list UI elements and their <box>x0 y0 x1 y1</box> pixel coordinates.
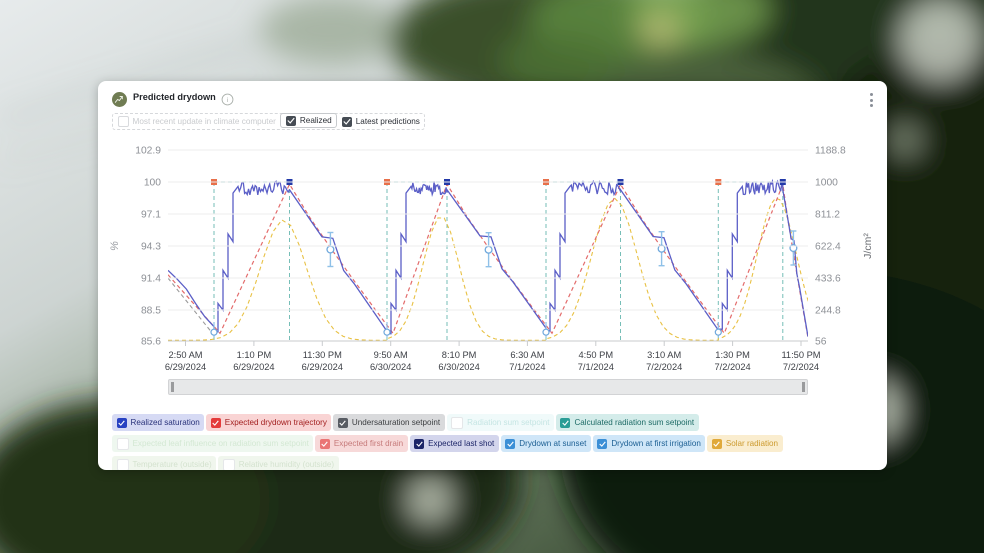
svg-text:1:10 PM: 1:10 PM <box>237 350 272 360</box>
svg-text:433.6: 433.6 <box>815 274 841 285</box>
svg-text:244.8: 244.8 <box>815 306 841 317</box>
svg-text:2:50 AM: 2:50 AM <box>168 350 202 360</box>
svg-text:7/2/2024: 7/2/2024 <box>783 362 819 372</box>
svg-text:91.4: 91.4 <box>141 274 161 285</box>
svg-text:7/2/2024: 7/2/2024 <box>646 362 682 372</box>
svg-text:1000: 1000 <box>815 178 838 189</box>
svg-text:88.5: 88.5 <box>141 306 161 317</box>
svg-text:11:50 PM: 11:50 PM <box>781 350 820 360</box>
svg-text:J/cm²: J/cm² <box>862 233 874 259</box>
svg-text:1:30 PM: 1:30 PM <box>715 350 750 360</box>
svg-text:6/29/2024: 6/29/2024 <box>302 362 343 372</box>
svg-text:7/1/2024: 7/1/2024 <box>509 362 545 372</box>
svg-text:100: 100 <box>144 178 161 189</box>
svg-text:56: 56 <box>815 337 827 348</box>
svg-text:94.3: 94.3 <box>141 242 161 253</box>
svg-text:9:50 AM: 9:50 AM <box>374 350 408 360</box>
svg-text:6/30/2024: 6/30/2024 <box>370 362 411 372</box>
svg-text:811.2: 811.2 <box>815 210 840 221</box>
svg-text:97.1: 97.1 <box>141 210 161 221</box>
svg-text:7/2/2024: 7/2/2024 <box>714 362 750 372</box>
svg-text:6/29/2024: 6/29/2024 <box>233 362 274 372</box>
svg-text:6/30/2024: 6/30/2024 <box>438 362 479 372</box>
svg-text:6:30 AM: 6:30 AM <box>510 350 544 360</box>
svg-text:3:10 AM: 3:10 AM <box>647 350 681 360</box>
svg-text:622.4: 622.4 <box>815 242 841 253</box>
svg-text:11:30 PM: 11:30 PM <box>303 350 342 360</box>
svg-text:4:50 PM: 4:50 PM <box>578 350 613 360</box>
svg-text:102.9: 102.9 <box>135 146 161 157</box>
svg-text:1188.8: 1188.8 <box>815 146 846 157</box>
svg-text:%: % <box>109 241 121 251</box>
svg-text:85.6: 85.6 <box>141 337 161 348</box>
svg-text:8:10 PM: 8:10 PM <box>442 350 477 360</box>
svg-text:7/1/2024: 7/1/2024 <box>578 362 614 372</box>
svg-text:6/29/2024: 6/29/2024 <box>165 362 206 372</box>
